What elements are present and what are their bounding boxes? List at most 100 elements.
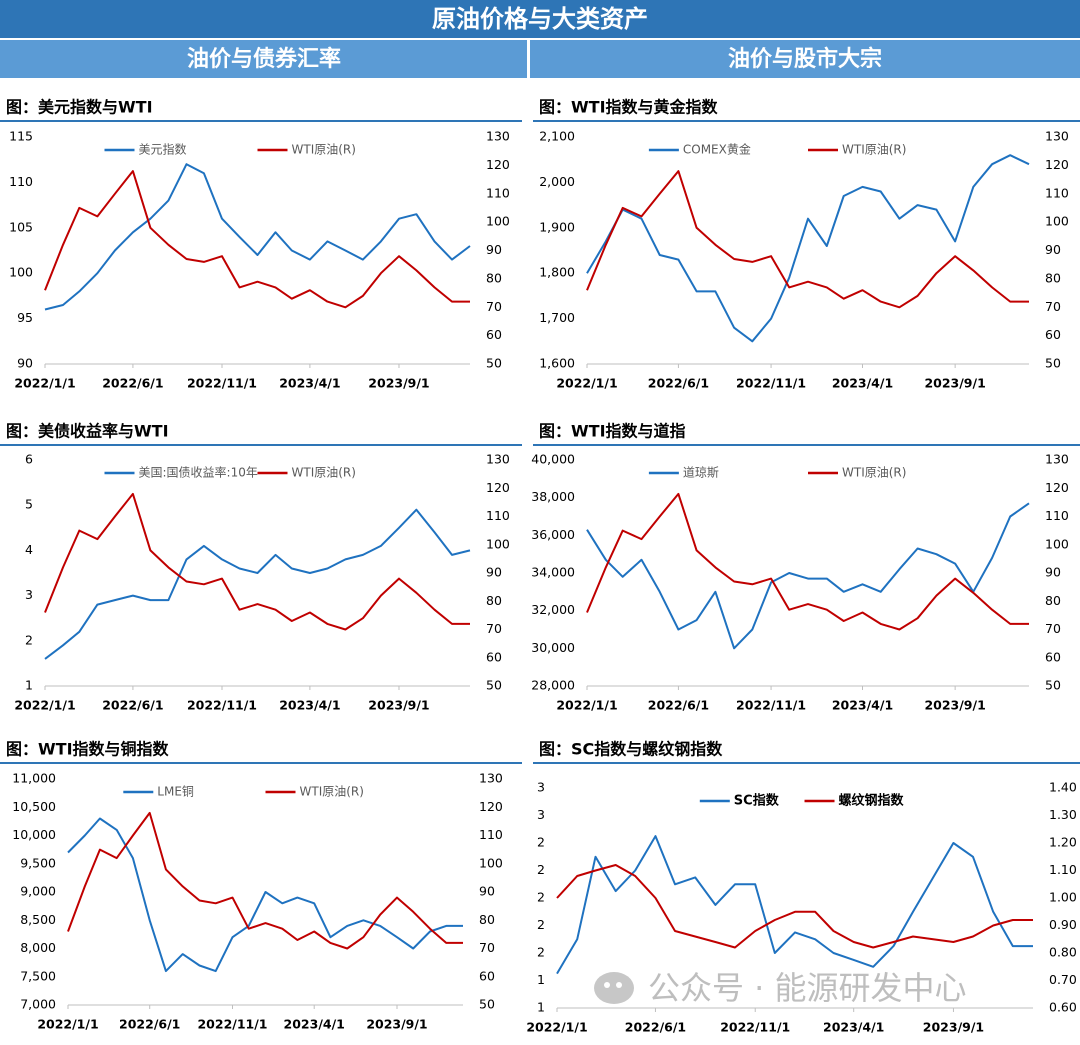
legend-label: WTI原油(R) <box>292 143 356 157</box>
series-line <box>44 508 471 660</box>
y-tick-label: 2 <box>537 890 545 905</box>
y2-tick-label: 110 <box>479 827 503 842</box>
legend-label: 美元指数 <box>139 142 187 157</box>
y-tick-label: 10,000 <box>12 827 56 842</box>
x-tick-label: 2023/4/1 <box>279 376 340 391</box>
legend-label: LME铜 <box>157 784 194 799</box>
section-bar <box>530 40 1080 78</box>
y2-tick-label: 0.70 <box>1049 972 1077 987</box>
y2-tick-label: 0.80 <box>1049 945 1077 960</box>
y2-tick-label: 60 <box>479 968 495 983</box>
y-tick-label: 34,000 <box>531 565 575 580</box>
y-tick-label: 6 <box>25 452 33 467</box>
y2-tick-label: 80 <box>1045 593 1061 608</box>
y2-tick-label: 80 <box>1045 270 1061 285</box>
y2-tick-label: 130 <box>479 771 503 786</box>
y2-tick-label: 50 <box>1045 356 1061 371</box>
watermark: 公众号 · 能源研发中心 <box>594 969 967 1007</box>
y-tick-label: 2 <box>537 835 545 850</box>
chart-title: 图：WTI指数与铜指数 <box>6 740 170 759</box>
y2-tick-label: 60 <box>486 649 502 664</box>
y-tick-label: 40,000 <box>531 452 575 467</box>
y2-tick-label: 110 <box>1045 508 1069 523</box>
y2-tick-label: 130 <box>486 452 510 467</box>
y-tick-label: 1,700 <box>539 310 575 325</box>
x-tick-label: 2023/4/1 <box>832 698 893 713</box>
chart-panel: 图：美债收益率与WTI 1 2 3 4 5 6 50 60 70 80 90 100 110 120 130 2… <box>0 422 522 713</box>
x-tick-label: 2023/9/1 <box>366 1017 427 1032</box>
chart-panel: 图：美元指数与WTI 90 95 100 105 110 115 50 60 70 80 90 100 1… <box>0 98 522 391</box>
series-line <box>556 864 1033 949</box>
x-tick-label: 2022/11/1 <box>187 698 257 713</box>
x-tick-label: 2022/1/1 <box>14 698 75 713</box>
y2-tick-label: 60 <box>1045 327 1061 342</box>
legend-label: 螺纹钢指数 <box>839 793 905 809</box>
y-tick-label: 4 <box>25 542 33 557</box>
y-tick-label: 7,000 <box>20 997 56 1012</box>
y2-tick-label: 0.90 <box>1049 917 1077 932</box>
y-tick-label: 3 <box>25 587 33 602</box>
y-tick-label: 28,000 <box>531 678 575 693</box>
y2-tick-label: 120 <box>479 799 503 814</box>
y-tick-label: 36,000 <box>531 527 575 542</box>
chart-panel: 图：WTI指数与铜指数 7,000 7,500 8,000 8,500 9,000 9,50… <box>0 740 522 1032</box>
watermark-text: 公众号 · 能源研发中心 <box>648 969 967 1007</box>
x-tick-label: 2022/1/1 <box>37 1017 98 1032</box>
x-tick-label: 2022/6/1 <box>119 1017 180 1032</box>
y-tick-label: 100 <box>9 265 33 280</box>
y2-tick-label: 1.20 <box>1049 835 1077 850</box>
legend-label: WTI原油(R) <box>842 466 906 480</box>
series-line <box>586 492 1029 631</box>
y2-tick-label: 90 <box>486 565 502 580</box>
x-tick-label: 2023/9/1 <box>924 376 985 391</box>
x-tick-label: 2023/9/1 <box>368 376 429 391</box>
y2-tick-label: 100 <box>479 855 503 870</box>
x-tick-label: 2022/1/1 <box>556 376 617 391</box>
y2-tick-label: 120 <box>1045 480 1069 495</box>
x-tick-label: 2022/6/1 <box>648 376 709 391</box>
y2-tick-label: 50 <box>486 678 502 693</box>
x-tick-label: 2023/4/1 <box>279 698 340 713</box>
series-line <box>586 154 1030 343</box>
x-tick-label: 2022/6/1 <box>625 1020 686 1035</box>
y2-tick-label: 70 <box>1045 621 1061 636</box>
y2-tick-label: 130 <box>1045 129 1069 144</box>
x-tick-label: 2023/4/1 <box>284 1017 345 1032</box>
y2-tick-label: 1.10 <box>1049 862 1077 877</box>
y-tick-label: 11,000 <box>12 771 56 786</box>
y-tick-label: 95 <box>17 310 33 325</box>
y2-tick-label: 120 <box>486 480 510 495</box>
y2-tick-label: 70 <box>479 940 495 955</box>
x-tick-label: 2022/6/1 <box>102 698 163 713</box>
chart-title: 图：美元指数与WTI <box>6 98 153 117</box>
series-line <box>586 502 1030 650</box>
legend-label: COMEX黄金 <box>683 142 751 157</box>
y-tick-label: 9,500 <box>20 855 56 870</box>
y2-tick-label: 80 <box>486 593 502 608</box>
y2-tick-label: 90 <box>486 242 502 257</box>
y2-tick-label: 1.30 <box>1049 807 1077 822</box>
y-tick-label: 1 <box>537 972 545 987</box>
y2-tick-label: 90 <box>1045 565 1061 580</box>
y2-tick-label: 90 <box>479 884 495 899</box>
y2-tick-label: 60 <box>486 327 502 342</box>
x-tick-label: 2022/11/1 <box>736 376 806 391</box>
series-line <box>44 170 470 309</box>
y2-tick-label: 80 <box>479 912 495 927</box>
y2-tick-label: 70 <box>1045 299 1061 314</box>
y2-tick-label: 70 <box>486 299 502 314</box>
y-tick-label: 1,900 <box>539 219 575 234</box>
x-tick-label: 2022/6/1 <box>648 698 709 713</box>
x-tick-label: 2022/1/1 <box>14 376 75 391</box>
y-tick-label: 7,500 <box>20 968 56 983</box>
x-tick-label: 2022/11/1 <box>736 698 806 713</box>
x-tick-label: 2022/6/1 <box>102 376 163 391</box>
y2-tick-label: 50 <box>1045 678 1061 693</box>
section-bar <box>0 40 527 78</box>
y-tick-label: 2 <box>25 632 33 647</box>
y-tick-label: 90 <box>17 356 33 371</box>
y2-tick-label: 50 <box>479 997 495 1012</box>
y-tick-label: 8,500 <box>20 912 56 927</box>
y-tick-label: 38,000 <box>531 489 575 504</box>
